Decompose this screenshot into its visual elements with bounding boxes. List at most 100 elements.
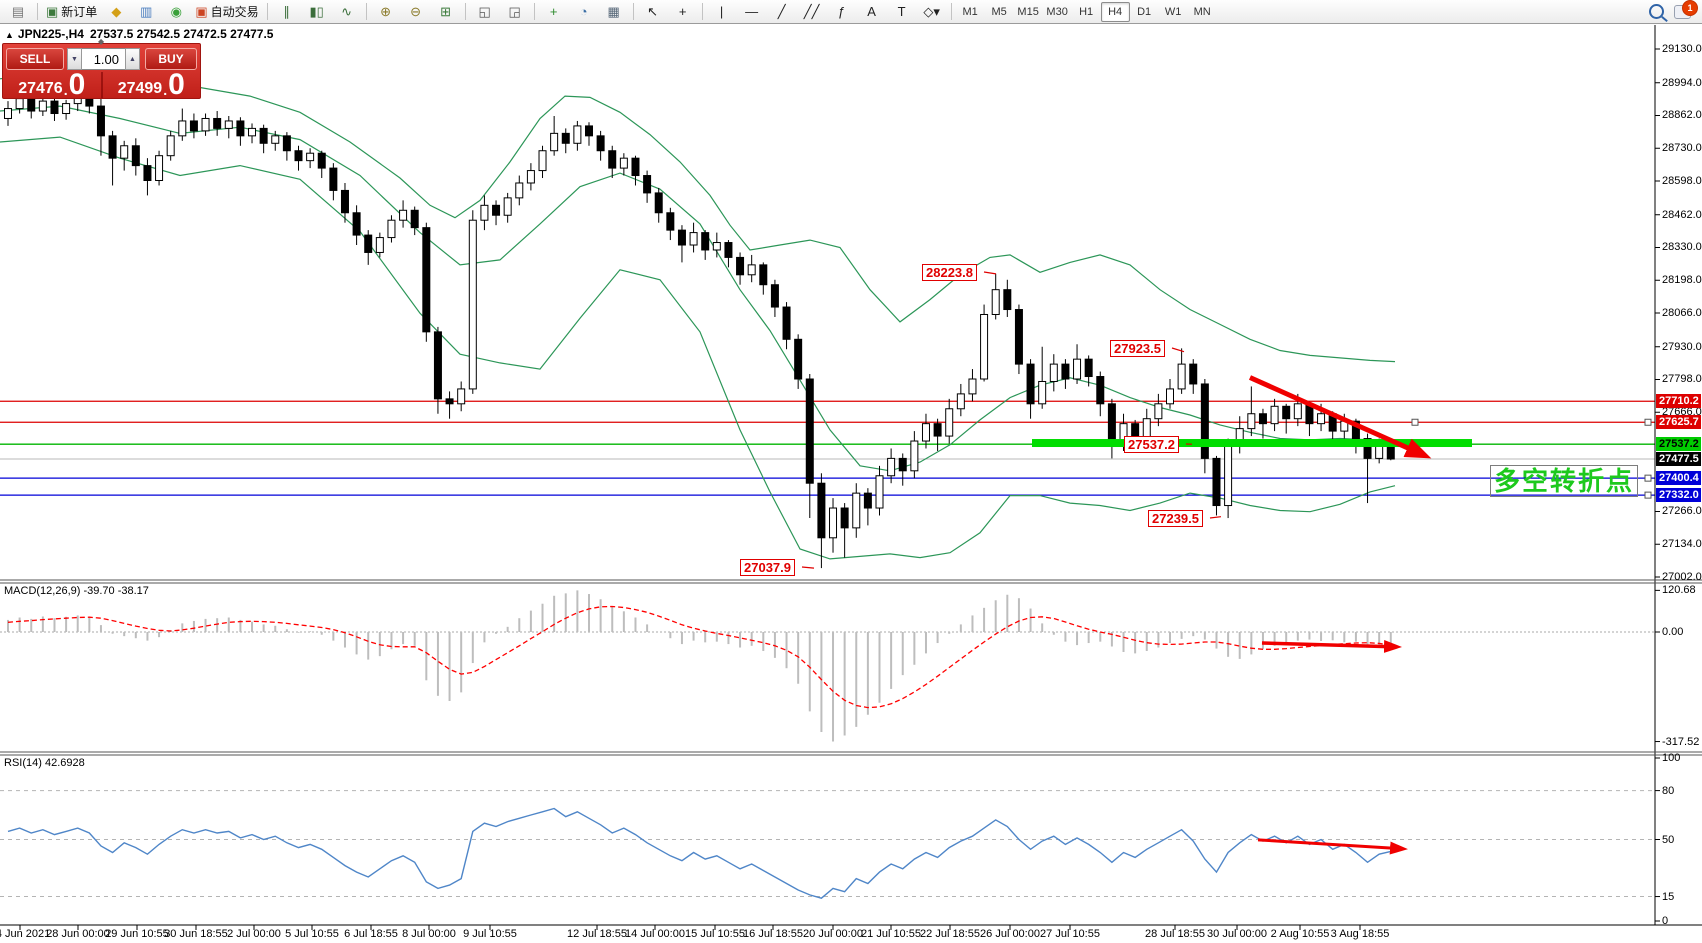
horizontal-line-icon: — [745,3,759,19]
timeframe-d1-button[interactable]: D1 [1137,5,1152,18]
cursor-button[interactable]: ↖ [638,1,668,23]
toolbar-separator [701,3,703,20]
timeframe-m15-button[interactable]: M15 [1017,5,1039,18]
shapes-button[interactable]: ◇▾ [917,1,947,23]
main-toolbar: ▤ ▣ 新订单 ◆ ▥ ◉ ▣ 自动交易 ∥ ▮▯ ∿ ⊕ ⊖ ⊞ ◱ ◲ + ◔ ▦ ↖ + | — ╱ ╱╱ ƒ A T ◇▾ M1 M… [0,0,1702,24]
rsi-trend-arrow[interactable] [1257,838,1408,855]
add-indicator-button[interactable]: + [539,1,569,23]
signals-icon: ◉ [170,3,182,19]
sell-price-big-digit: 0 [68,68,86,101]
indicator-list-button[interactable]: ◱ [470,1,500,23]
macd-signal-line [7,605,1391,709]
data-window-button[interactable]: ◲ [500,1,530,23]
toolbar-separator [464,3,466,20]
toolbar-separator [950,3,952,20]
bar-chart-button[interactable]: ∥ [272,1,302,23]
trendline-button[interactable]: ╱ [767,1,797,23]
toolbar-separator [365,3,367,20]
downtrend-arrow[interactable] [1248,375,1432,459]
timeframe-w1-button[interactable]: W1 [1164,5,1182,18]
fibonacci-button[interactable]: ƒ [827,1,857,23]
search-icon[interactable] [1649,4,1664,19]
price-callout-label[interactable]: 27239.5 [1148,510,1203,527]
shapes-icon: ◇▾ [923,3,940,19]
sell-price-dot: . [63,82,68,98]
data-window-icon: ◲ [508,3,521,19]
text-button[interactable]: A [857,1,887,23]
new-order-label: 新订单 [61,5,98,19]
bollinger-upper-band [0,71,1396,363]
notification-badge: 1 [1682,0,1698,16]
vertical-line-button[interactable]: | [707,1,737,23]
fibonacci-icon: ƒ [838,3,846,19]
new-order-icon: ▣ [46,3,59,19]
cursor-icon: ↖ [647,3,659,19]
template-icon: ▦ [607,3,620,19]
collapse-trading-panel-icon[interactable]: ◆ [98,37,105,46]
template-button[interactable]: ▦ [599,1,629,23]
price-callout-label[interactable]: 27537.2 [1124,436,1179,453]
one-click-trading-panel: ◆ SELL ▼ ▲ BUY 27476.0 27499.0 [2,37,201,101]
candlestick-chart-button[interactable]: ▮▯ [302,1,332,23]
buy-price-dot: . [163,82,168,98]
volume-decrease-button[interactable]: ▼ [67,48,82,70]
object-handle[interactable] [1644,418,1652,426]
autotrade-button[interactable]: ▣ 自动交易 [191,1,262,23]
zoom-out-icon: ⊖ [410,3,422,19]
timeframe-m1-button[interactable]: M1 [962,5,978,18]
vertical-line-icon: | [719,3,724,19]
new-order-button[interactable]: ▣ 新订单 [42,1,101,23]
timeframe-h4-button[interactable]: H4 [1100,1,1130,22]
channel-button[interactable]: ╱╱ [797,1,827,23]
signals-button[interactable]: ◉ [161,1,191,23]
label-button[interactable]: T [887,1,917,23]
crosshair-button[interactable]: + [668,1,698,23]
callout-connector [983,271,997,275]
price-callout-label[interactable]: 27037.9 [740,559,795,576]
quote-ohlc: 27537.5 27542.5 27472.5 27477.5 [89,27,274,41]
buy-price-main: 27499 [117,80,163,97]
tile-windows-button[interactable]: ⊞ [431,1,461,23]
market-watch-icon: ◆ [111,3,122,19]
chat-icon[interactable]: 1 [1674,0,1698,19]
sell-price[interactable]: 27476. 0 [3,68,101,101]
period-button[interactable]: ◔ [569,1,599,23]
object-handle[interactable] [1644,474,1652,482]
chart-shift-button[interactable]: ▤ [3,1,33,23]
callout-connector [1209,516,1222,519]
object-handle[interactable] [1411,418,1419,426]
label-icon: T [897,3,906,19]
quote-direction-icon: ▲ [5,30,14,40]
toolbar-separator [632,3,634,20]
zoom-out-button[interactable]: ⊖ [401,1,431,23]
buy-price[interactable]: 27499. 0 [103,68,201,101]
object-handle[interactable] [1644,491,1652,499]
line-chart-button[interactable]: ∿ [332,1,362,23]
sell-button[interactable]: SELL [6,48,64,70]
toolbar-separator [266,3,268,20]
navigator-button[interactable]: ▥ [131,1,161,23]
crosshair-icon: + [678,3,687,19]
market-watch-button[interactable]: ◆ [101,1,131,23]
toolbar-separator [37,3,38,20]
macd-trend-arrow[interactable] [1261,639,1402,653]
timeframe-h1-button[interactable]: H1 [1079,5,1094,18]
volume-increase-button[interactable]: ▲ [125,48,140,70]
bar-chart-icon: ∥ [283,3,290,19]
horizontal-line-button[interactable]: — [737,1,767,23]
indicator-list-icon: ◱ [478,3,491,19]
zoom-in-button[interactable]: ⊕ [371,1,401,23]
line-chart-icon: ∿ [341,3,353,19]
channel-icon: ╱╱ [803,3,820,19]
timeframe-m5-button[interactable]: M5 [991,5,1007,18]
bollinger-bands [0,71,1396,560]
support-highlight-bar[interactable] [1032,439,1472,448]
price-callout-label[interactable]: 28223.8 [922,264,977,281]
timeframe-mn-button[interactable]: MN [1193,5,1211,18]
timeframe-m30-button[interactable]: M30 [1046,5,1068,18]
buy-price-big-digit: 0 [168,68,185,101]
volume-input[interactable] [82,48,125,70]
buy-button[interactable]: BUY [145,48,197,70]
price-callout-label[interactable]: 27923.5 [1110,340,1165,357]
